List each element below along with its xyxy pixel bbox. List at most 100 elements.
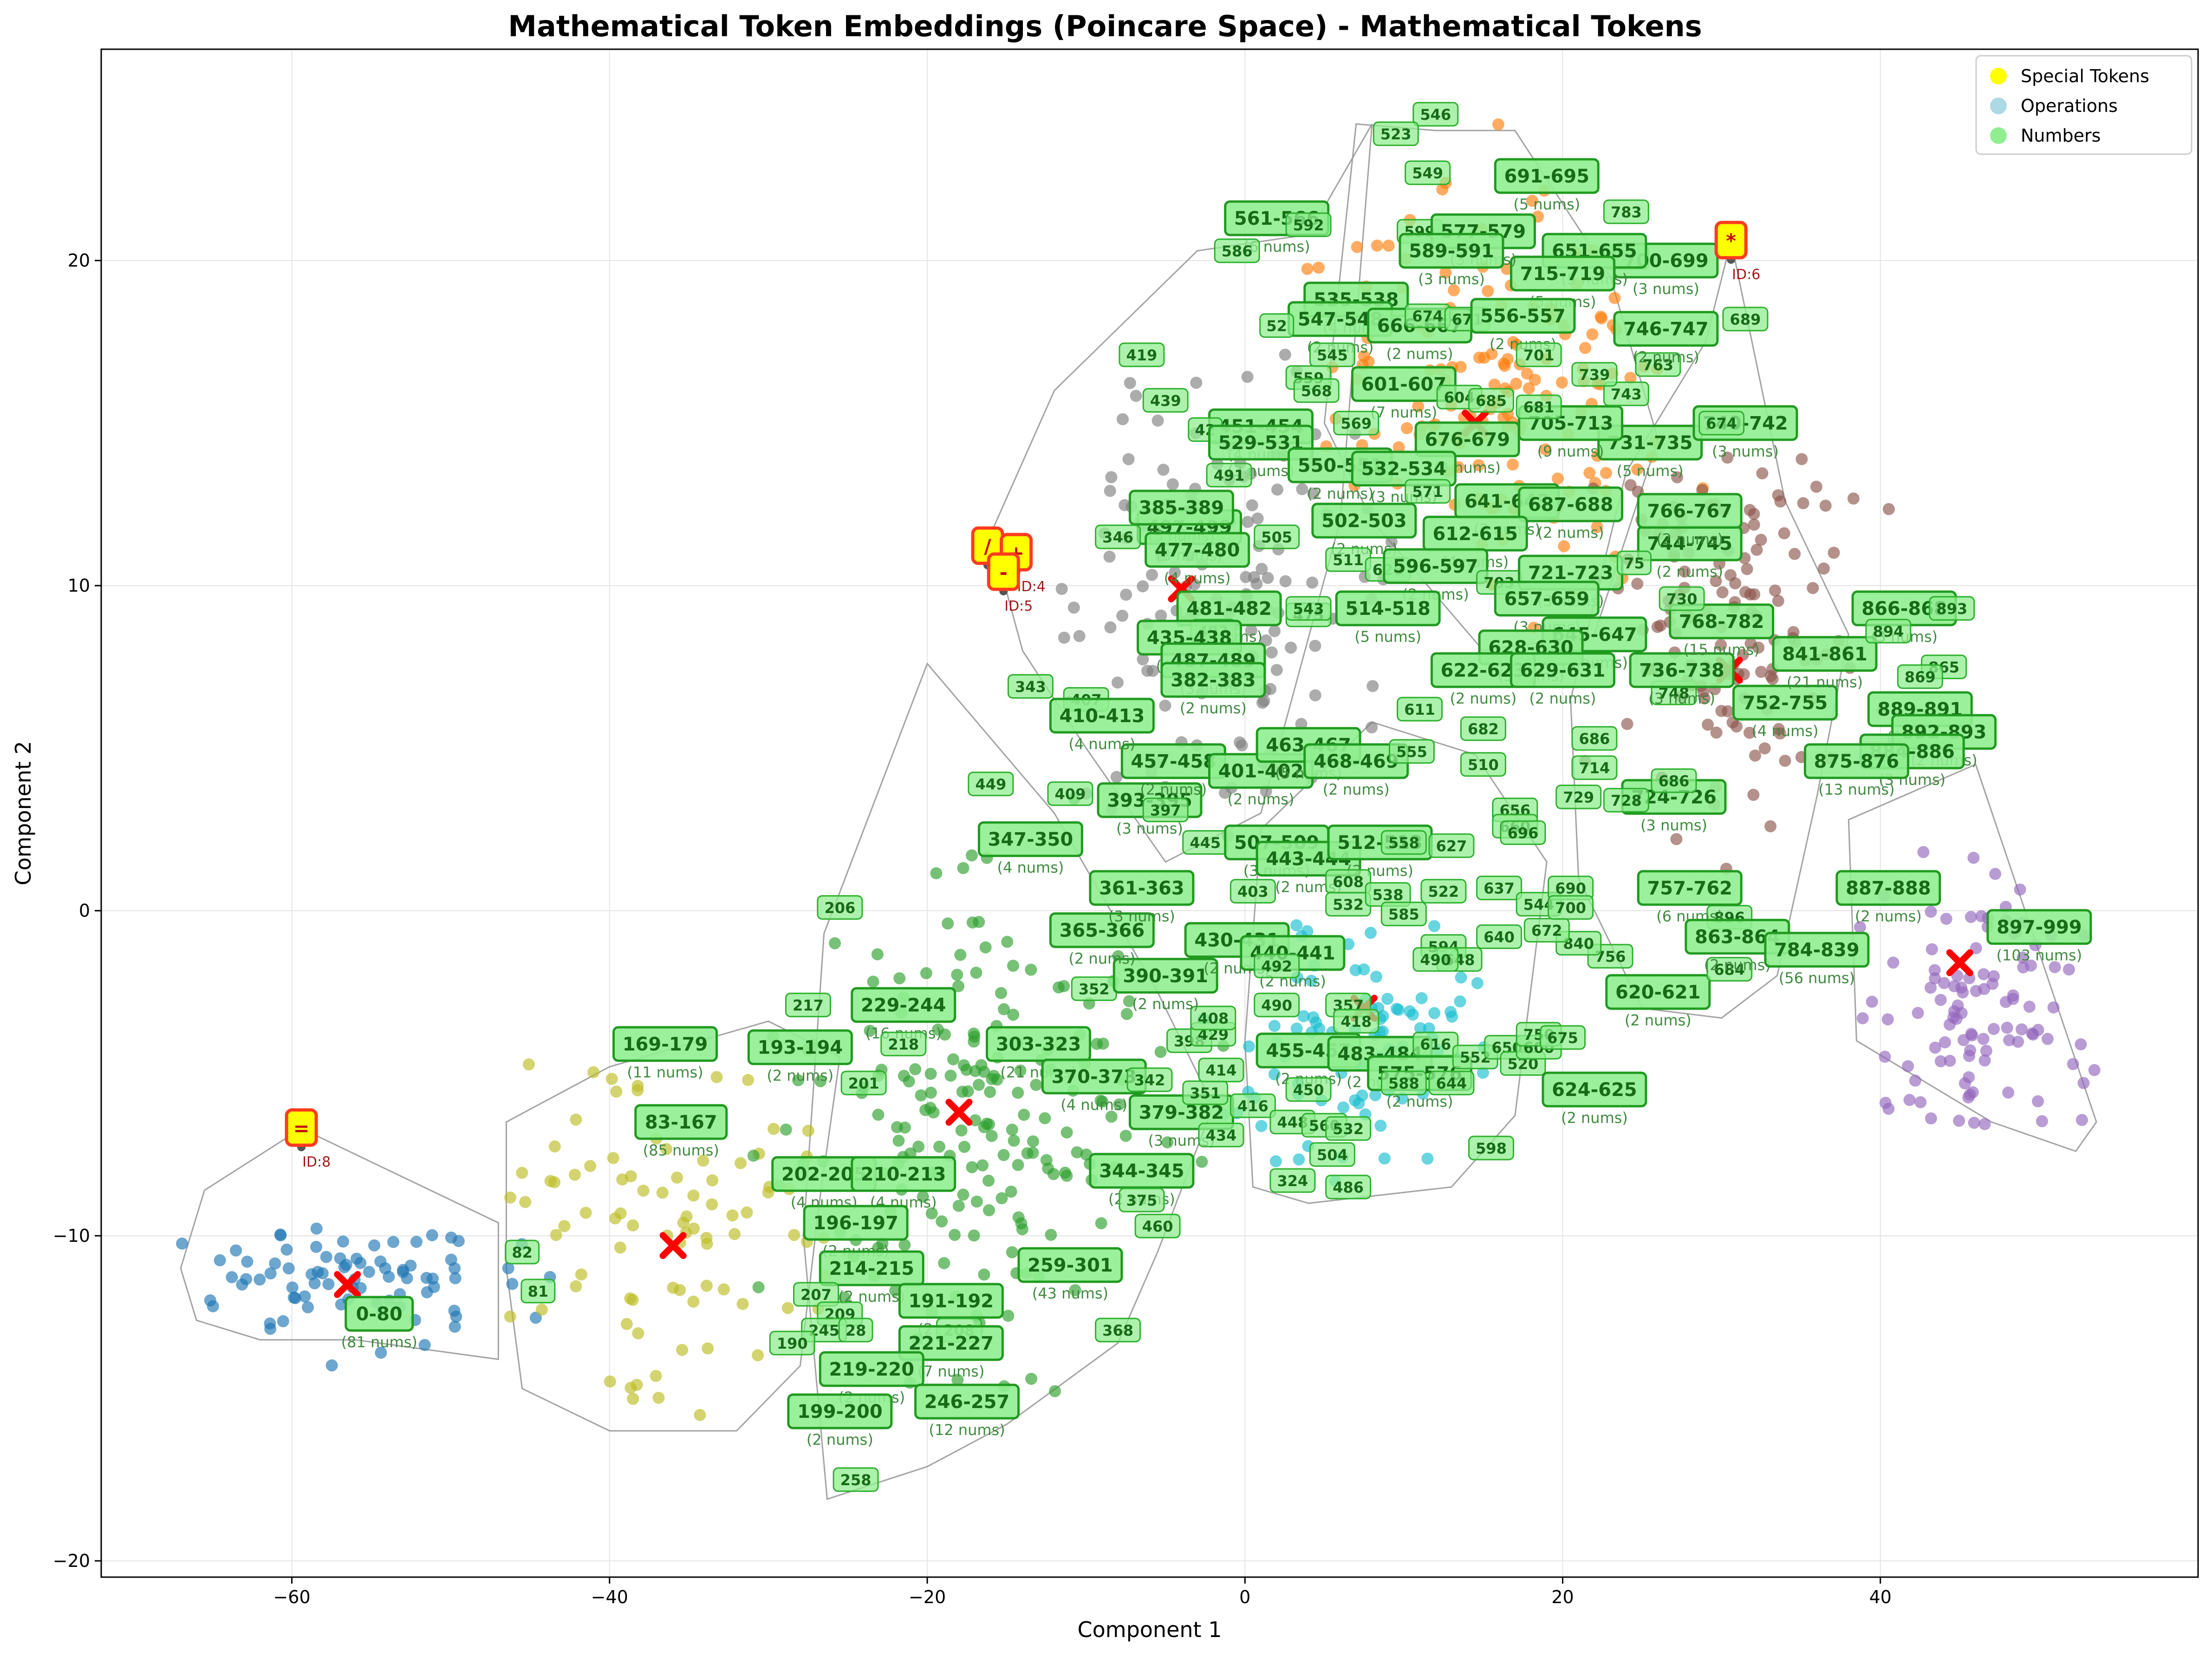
data-point [968,1031,981,1043]
data-point [717,1283,730,1296]
cluster-label-box [634,1104,728,1140]
cluster-label-box [612,1026,718,1062]
cluster-label-box [1095,524,1141,549]
cluster-label: 893 [1929,596,1975,621]
data-point [1454,995,1466,1008]
data-point [982,1204,995,1217]
special-token-id: ID:8 [302,1154,331,1170]
data-point [337,1235,349,1248]
cluster-label-box [1540,1025,1586,1050]
data-point [741,1206,753,1219]
centroid-marker [1946,949,1973,976]
cluster-label-box [840,1070,887,1096]
cluster-label-count: (2 nums) [1625,1011,1692,1029]
data-point [1879,1050,1891,1063]
cluster-label-count: (2 nums) [1140,781,1207,798]
data-point [335,1298,347,1311]
data-point [631,1084,644,1096]
data-point [752,1349,764,1362]
data-point [1047,1168,1060,1181]
data-point [264,1267,277,1280]
data-point [930,867,943,880]
cluster-label: 523 [1373,121,1419,146]
data-point [973,916,985,928]
data-point [1414,1022,1427,1034]
cluster-label-text: 887-888 [1846,878,1931,899]
data-point [1951,970,1964,982]
data-point [747,1149,760,1162]
cluster-label-count: (5 nums) [1513,196,1580,213]
cluster-label: 640 [1476,924,1522,949]
data-point [1477,1067,1489,1079]
data-point [1744,637,1757,650]
cluster-label-box [1468,1135,1515,1161]
data-point [310,1240,323,1253]
data-point [1912,1007,1924,1019]
data-point [951,1374,964,1386]
y-tick-label: 10 [68,575,90,596]
cluster-label-box [1722,307,1769,332]
data-point [1488,378,1501,391]
data-point [652,1391,665,1404]
data-point [1049,1385,1061,1397]
cluster-label: 477-480 (4 nums) [1145,532,1250,587]
cluster-label-box [1309,1142,1355,1167]
special-token: = ID:8 [285,1108,331,1170]
data-point [558,1220,571,1233]
data-point [1756,467,1769,480]
cluster-label: 510 [1460,752,1506,777]
data-point [334,1252,346,1265]
data-point [951,968,963,981]
cluster-label-box [1986,909,2092,945]
cluster-label-text: 768-782 [1679,611,1764,633]
cluster-label-box [1198,1057,1244,1083]
cluster-label-text: 514-518 [1345,598,1431,620]
cluster-label-box [1230,1093,1276,1118]
data-point [1847,492,1860,505]
data-point [1925,981,1937,994]
cluster-label: 408 [1190,1005,1236,1031]
data-point [637,1184,650,1197]
cluster-label-text: 221-227 [909,1333,994,1354]
cluster-label-text: 445 [1190,834,1221,852]
cluster-label-box [1635,352,1681,377]
cluster-label-box [1516,394,1562,419]
cluster-label-text: 897-999 [1997,917,2082,938]
cluster-label: 382-383 (2 nums) [1160,662,1266,717]
cluster-label: 543 [1285,596,1332,621]
cluster-label: 555 [1389,739,1435,764]
data-point [1412,400,1425,412]
cluster-label-count: (103 nums) [1997,946,2082,964]
cluster-label-text: 691-695 [1504,166,1590,187]
data-point [1374,1119,1387,1132]
cluster-label-text: 674 [1412,307,1443,325]
cluster-label-text: 682 [1468,720,1499,738]
cluster-label: 219-220(2 nums) [819,1351,924,1406]
cluster-label: 620-621 (2 nums) [1605,974,1711,1029]
data-point [1539,443,1552,456]
cluster-label-box [1764,932,1870,968]
data-point [898,1121,911,1134]
data-point [2075,1038,2087,1050]
data-point [752,1281,765,1293]
cluster-label: 887-888 (2 nums) [1835,870,1941,925]
data-point [1529,373,1541,386]
cluster-label-box [1516,342,1562,367]
cluster-label-text: 763 [1642,356,1673,374]
cluster-label-count: (11 nums) [627,1063,703,1081]
data-point [924,1068,937,1080]
cluster-label-text: 657-659 [1504,588,1590,610]
cluster-label: 736-738 (3 nums) [1629,652,1735,707]
cluster-label-box [1468,388,1515,413]
cluster-label: 511 [1325,547,1372,572]
data-point [988,1070,1000,1082]
cluster-label: 505 [1254,524,1300,549]
centroid-stroke [1946,949,1973,976]
plot-frame [100,48,2199,1578]
cluster-label: 229-244(16 nums) [851,987,956,1042]
data-point [893,972,906,985]
data-point [1980,1044,1992,1057]
data-point [976,1159,989,1172]
data-point [1485,348,1498,360]
data-point [1309,639,1321,652]
